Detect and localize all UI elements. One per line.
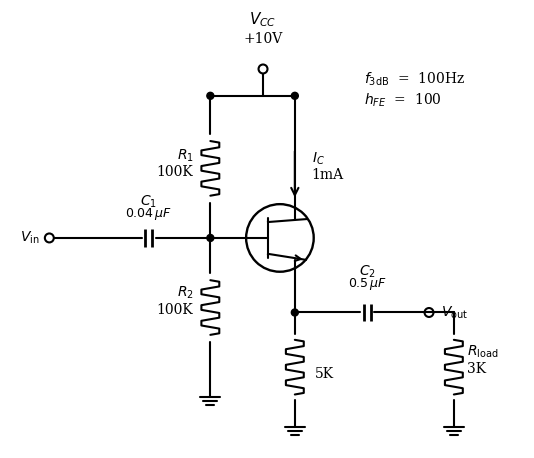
Text: 1mA: 1mA [312, 169, 344, 182]
Circle shape [207, 234, 214, 241]
Circle shape [292, 93, 299, 99]
Text: $I_C$: $I_C$ [312, 150, 325, 167]
Text: $V_{\mathrm{out}}$: $V_{\mathrm{out}}$ [441, 304, 468, 321]
Text: $R_{\mathrm{load}}$: $R_{\mathrm{load}}$ [467, 344, 498, 360]
Circle shape [207, 93, 214, 99]
Text: 3K: 3K [467, 362, 486, 376]
Circle shape [292, 309, 299, 316]
Text: $0.04\,\mu F$: $0.04\,\mu F$ [125, 206, 172, 222]
Text: 5K: 5K [315, 367, 334, 381]
Text: $V_{CC}$: $V_{CC}$ [249, 10, 277, 29]
Text: $R_2$: $R_2$ [177, 284, 193, 301]
Text: $C_2$: $C_2$ [359, 263, 376, 280]
Text: $f_{3\mathrm{dB}}$  =  100Hz: $f_{3\mathrm{dB}}$ = 100Hz [364, 70, 465, 87]
Text: $V_{\mathrm{in}}$: $V_{\mathrm{in}}$ [20, 230, 40, 246]
Text: +10V: +10V [244, 32, 282, 46]
Text: $0.5\,\mu F$: $0.5\,\mu F$ [348, 276, 387, 292]
Text: 100K: 100K [156, 302, 193, 316]
Text: $C_1$: $C_1$ [140, 194, 157, 210]
Text: 100K: 100K [156, 165, 193, 180]
Text: $h_{FE}$  =  100: $h_{FE}$ = 100 [364, 92, 442, 109]
Text: $R_1$: $R_1$ [177, 147, 193, 164]
